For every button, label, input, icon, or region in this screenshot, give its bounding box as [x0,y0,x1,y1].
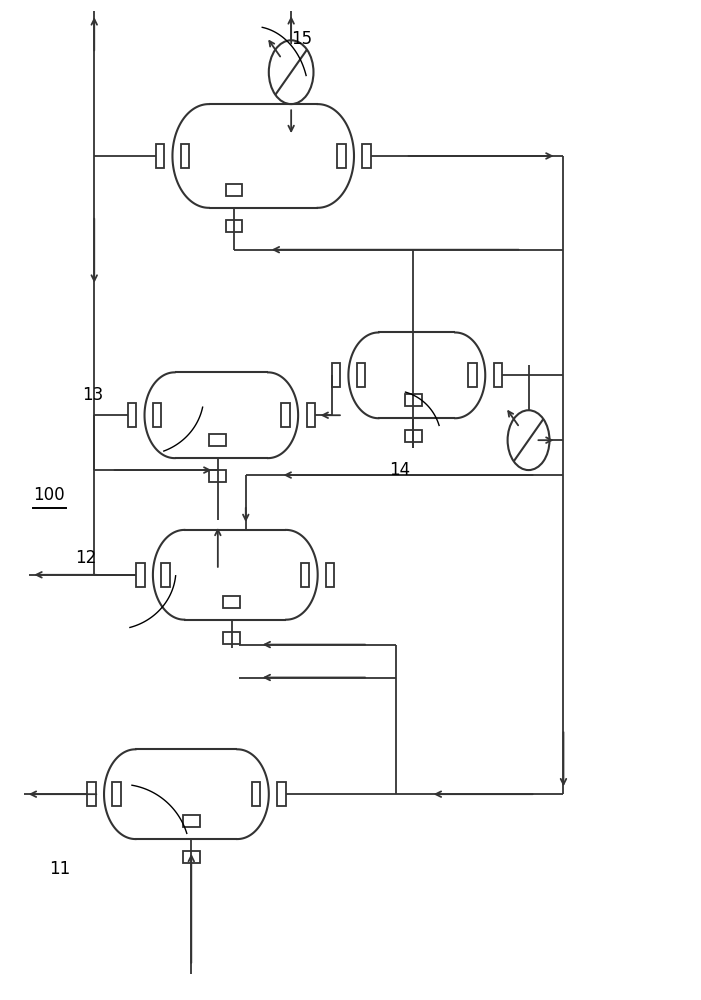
Bar [362,144,371,168]
Bar [161,563,170,587]
Bar [326,563,334,587]
Bar [153,403,161,427]
Bar [87,782,95,806]
Bar [337,144,346,168]
Bar [210,470,226,482]
Bar [183,851,200,863]
Bar [226,184,243,196]
Bar [281,403,290,427]
Bar [224,596,240,608]
Bar [136,563,144,587]
Bar [405,394,422,406]
Bar [210,434,226,446]
Bar [277,782,285,806]
Bar [494,363,502,387]
Bar [128,403,136,427]
Bar [301,563,309,587]
Bar [252,782,261,806]
Bar [156,144,164,168]
Bar [306,403,315,427]
Bar [357,363,365,387]
Bar [224,632,240,644]
Bar [112,782,121,806]
Text: 11: 11 [49,860,70,878]
Bar [405,430,422,442]
Bar [226,220,243,232]
Text: 12: 12 [75,549,96,567]
Text: 14: 14 [389,461,410,479]
Bar [183,815,200,827]
Bar [332,363,340,387]
Text: 15: 15 [291,30,312,48]
Bar [468,363,477,387]
Text: 13: 13 [82,386,103,404]
Text: 100: 100 [33,486,64,504]
Bar [181,144,189,168]
